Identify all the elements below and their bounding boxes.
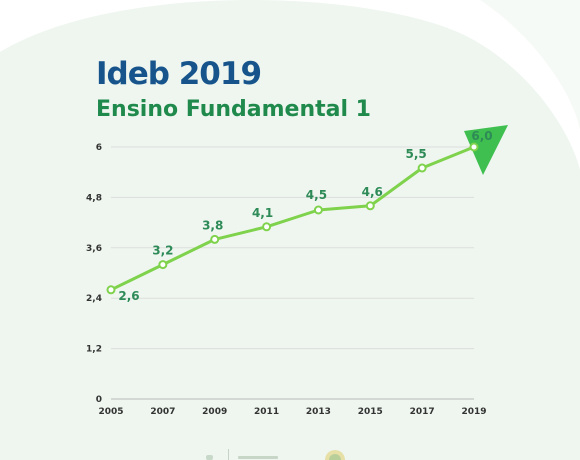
data-point <box>210 234 220 244</box>
data-label: 6,0 <box>471 129 492 143</box>
series-line <box>110 145 475 292</box>
data-point <box>106 285 116 295</box>
x-tick-label: 2007 <box>150 407 175 417</box>
chart-title: Ideb 2019 <box>96 56 262 92</box>
x-tick-label: 2015 <box>358 407 383 417</box>
x-tick-label: 2019 <box>461 407 486 417</box>
x-tick-label: 2005 <box>98 407 123 417</box>
data-point <box>469 142 479 152</box>
chart-subtitle: Ensino Fundamental 1 <box>96 97 371 122</box>
data-point <box>365 201 375 211</box>
y-tick-label: 4,8 <box>86 193 102 203</box>
axis-layer: 0 1,2 2,4 3,6 4,8 6 2005 2007 2009 2011 2013 2015 20… <box>86 143 486 417</box>
data-label: 4,1 <box>252 206 273 220</box>
y-tick-label: 3,6 <box>86 244 102 254</box>
footer-divider <box>228 449 229 460</box>
data-label: 4,6 <box>362 185 383 199</box>
series-layer <box>106 125 508 295</box>
y-tick-label: 1,2 <box>86 345 102 355</box>
data-label: 2,6 <box>118 289 139 303</box>
data-label: 5,5 <box>406 147 427 161</box>
data-label-layer: 2,6 3,2 3,8 4,1 4,5 4,6 5,5 6,0 <box>118 129 492 303</box>
data-label: 3,2 <box>152 244 173 258</box>
data-point <box>158 260 168 270</box>
y-tick-label: 2,4 <box>86 294 102 304</box>
x-tick-label: 2009 <box>202 407 227 417</box>
data-label: 4,5 <box>306 188 327 202</box>
grid-layer <box>111 146 474 400</box>
y-tick-label: 6 <box>96 143 102 153</box>
data-point <box>313 205 323 215</box>
data-point <box>262 222 272 232</box>
x-tick-label: 2017 <box>410 407 435 417</box>
footer-logos <box>206 449 345 460</box>
footer-seal-inner <box>329 454 341 460</box>
y-tick-label: 0 <box>96 395 102 405</box>
trend-arrow-head <box>464 125 508 175</box>
x-tick-label: 2013 <box>306 407 331 417</box>
x-tick-label: 2011 <box>254 407 279 417</box>
data-point <box>417 163 427 173</box>
footer-logo-mark-2 <box>238 456 278 459</box>
data-label: 3,8 <box>202 218 223 232</box>
footer-logo-mark-1 <box>206 455 213 460</box>
